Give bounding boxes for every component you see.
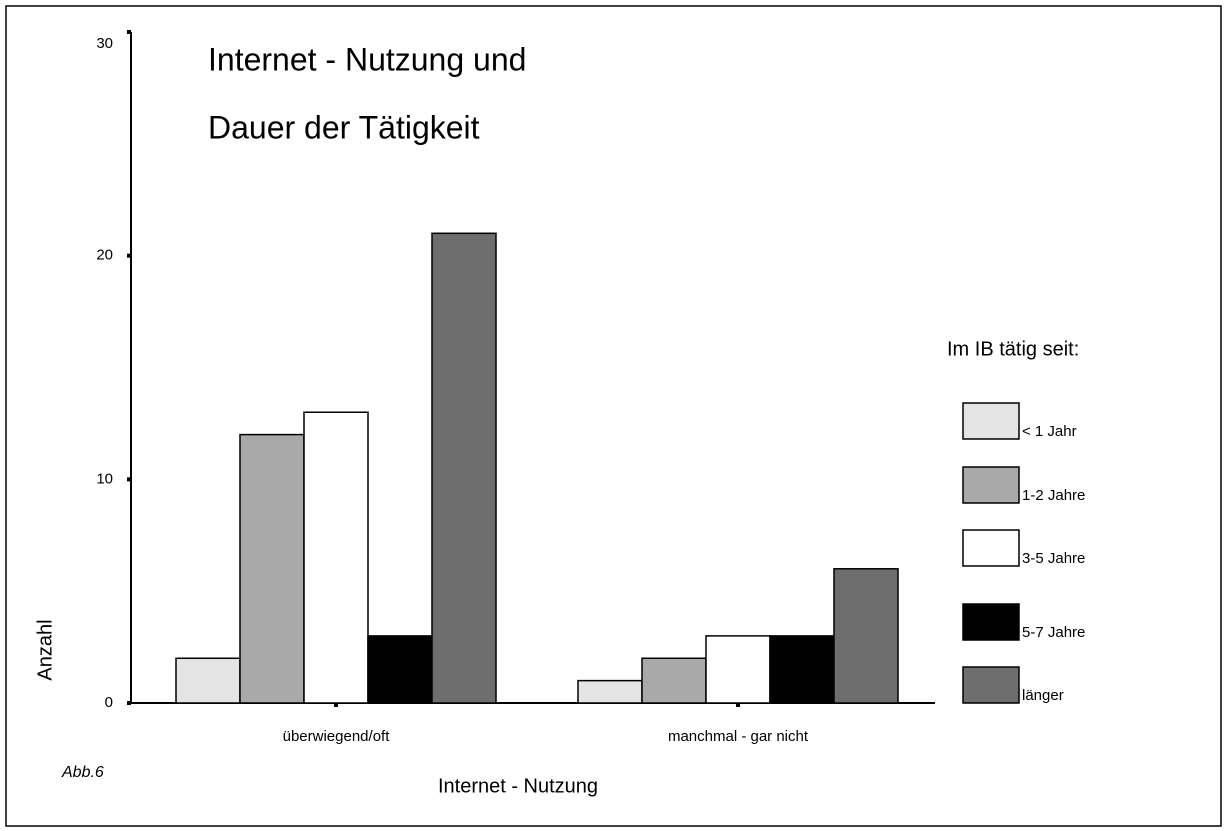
legend-label: 5-7 Jahre [1022, 624, 1085, 641]
legend-swatch [962, 666, 1020, 704]
legend-swatch [962, 402, 1020, 440]
legend-label: länger [1022, 687, 1064, 704]
bar [303, 411, 369, 704]
legend-label: < 1 Jahr [1022, 423, 1077, 440]
y-tick-label: 0 [105, 694, 113, 711]
bar [833, 568, 899, 704]
annotation: Abb.6 [61, 764, 104, 781]
chart-title: Internet - Nutzung und [208, 41, 526, 77]
legend-label: 3-5 Jahre [1022, 550, 1085, 567]
legend-label: 1-2 Jahre [1022, 487, 1085, 504]
bar [769, 635, 835, 704]
bar [175, 657, 241, 704]
chart-title: Dauer der Tätigkeit [208, 109, 480, 145]
bar [641, 657, 707, 704]
x-tick-label: überwiegend/oft [283, 728, 391, 745]
legend-title: Im IB tätig seit: [947, 338, 1079, 360]
legend-swatch [962, 466, 1020, 504]
bar [705, 635, 771, 704]
y-tick-label: 30 [96, 35, 113, 52]
legend-swatch [962, 603, 1020, 641]
bar [239, 433, 305, 704]
legend-swatch [962, 529, 1020, 567]
bar [367, 635, 433, 704]
x-tick-label: manchmal - gar nicht [668, 728, 809, 745]
x-axis-label: Internet - Nutzung [438, 775, 598, 797]
y-tick-label: 10 [96, 470, 113, 487]
bar [577, 679, 643, 704]
y-axis-label: Anzahl [34, 619, 56, 680]
bar [431, 232, 497, 704]
y-tick-label: 20 [96, 247, 113, 264]
